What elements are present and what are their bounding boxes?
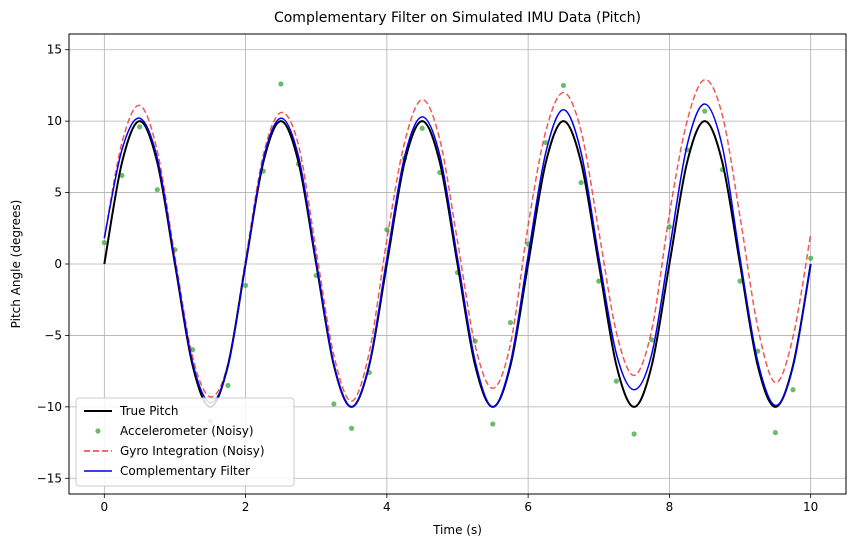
accelerometer-noisy-point (119, 172, 125, 179)
true-pitch-legend-label: True Pitch (119, 404, 179, 418)
accelerometer-noisy-point (702, 108, 708, 114)
accelerometer-noisy-point (154, 187, 160, 193)
accelerometer-noisy-point (137, 124, 143, 130)
complementary-filter-line (103, 103, 812, 408)
x-tick-label: 4 (383, 500, 391, 514)
y-tick-label: −10 (37, 400, 62, 414)
accelerometer-noisy-point (560, 82, 567, 89)
accelerometer-noisy-point (419, 125, 425, 131)
accelerometer-noisy-point (348, 425, 355, 431)
y-tick-label: 0 (54, 257, 62, 271)
accelerometer-noisy-point (631, 431, 637, 437)
accelerometer-noisy-point (772, 429, 778, 436)
accelerometer-noisy-point (596, 278, 602, 284)
accelerometer-noisy-point (331, 401, 337, 407)
accelerometer-noisy-point (490, 421, 496, 427)
accelerometer-noisy-point (613, 378, 620, 384)
accelerometer-noisy-legend-label: Accelerometer (Noisy) (120, 424, 254, 438)
accelerometer-noisy-point (543, 139, 549, 146)
accelerometer-noisy-point (808, 255, 814, 261)
chart-title: Complementary Filter on Simulated IMU Da… (274, 10, 641, 26)
accelerometer-noisy-point (666, 224, 673, 230)
x-tick-label: 8 (666, 500, 674, 514)
gyro-integration-noisy-legend-label: Gyro Integration (Noisy) (120, 444, 265, 458)
x-axis-label: Time (s) (432, 523, 482, 537)
axis-ticks: 0 2 4 6 8 10 −15 −10 −5 0 5 10 15 (37, 43, 819, 514)
accelerometer-noisy-point (790, 387, 796, 393)
series-layer (101, 78, 814, 437)
accelerometer-noisy-point (737, 278, 743, 284)
legend: True Pitch Accelerometer (Noisy) Gyro Inte… (75, 397, 295, 487)
y-tick-label: 5 (54, 186, 62, 200)
accelerometer-noisy-legend-swatch (95, 428, 101, 434)
accelerometer-noisy-point (225, 382, 231, 389)
accelerometer-noisy-point (101, 239, 107, 246)
accelerometer-noisy-point (578, 179, 584, 186)
y-tick-label: −15 (37, 471, 62, 485)
y-tick-label: −5 (44, 328, 62, 342)
accelerometer-noisy-point (278, 81, 284, 87)
x-tick-label: 0 (100, 500, 108, 514)
x-tick-label: 2 (242, 500, 250, 514)
y-axis-label: Pitch Angle (degrees) (9, 200, 23, 329)
y-tick-label: 15 (47, 43, 62, 57)
x-tick-label: 6 (524, 500, 532, 514)
accelerometer-noisy-point (507, 319, 514, 326)
accelerometer-noisy-point (242, 282, 249, 289)
legend-box (75, 397, 295, 487)
gyro-integration-noisy-line (103, 78, 812, 402)
x-tick-label: 10 (803, 500, 818, 514)
complementary-filter-legend-label: Complementary Filter (120, 464, 250, 478)
y-tick-label: 10 (47, 114, 62, 128)
